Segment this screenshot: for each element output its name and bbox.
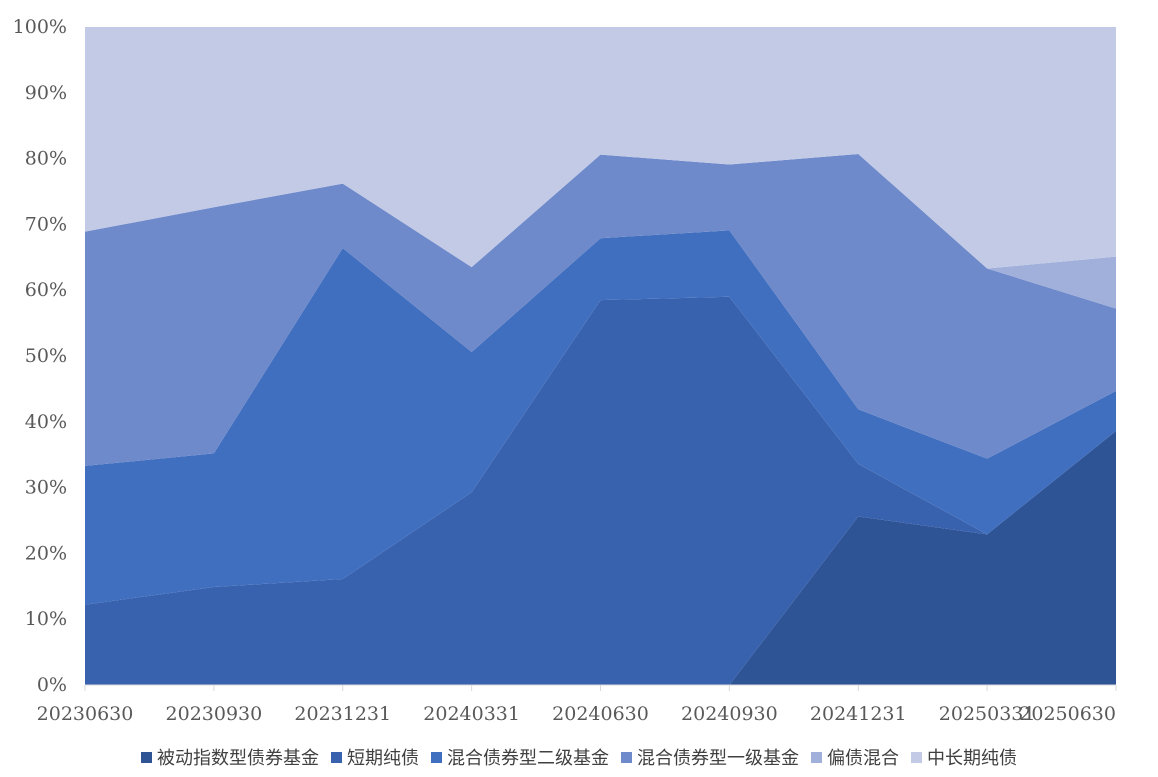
x-tick-label: 20240630	[552, 703, 649, 725]
legend-swatch	[911, 751, 922, 763]
legend-label: 中长期纯债	[927, 748, 1017, 769]
chart-axes: 0% 10% 20% 30% 40% 50% 60% 70% 80% 90% 100% 2023063…	[13, 16, 1117, 725]
legend-item: 短期纯债	[331, 744, 419, 770]
y-tick-label: 50%	[25, 345, 67, 367]
legend-swatch	[621, 751, 632, 763]
legend-item: 被动指数型债券基金	[141, 744, 319, 770]
x-tick-label: 20231231	[294, 703, 391, 725]
legend-label: 短期纯债	[347, 748, 419, 769]
legend-label: 混合债券型一级基金	[637, 748, 799, 769]
legend-label: 混合债券型二级基金	[447, 748, 609, 769]
x-tick-label: 20240930	[681, 703, 778, 725]
chart-areas	[85, 27, 1116, 685]
y-tick-label: 80%	[25, 148, 67, 170]
legend-item: 混合债券型一级基金	[621, 744, 799, 770]
y-tick-label: 0%	[37, 674, 67, 696]
y-tick-label: 100%	[13, 16, 67, 38]
y-tick-label: 40%	[25, 411, 67, 433]
y-tick-label: 90%	[25, 82, 67, 104]
x-tick-label: 20240331	[423, 703, 520, 725]
x-tick-label: 20230630	[37, 703, 134, 725]
area-series-4	[85, 153, 1116, 466]
x-tick-label: 20230930	[166, 703, 263, 725]
area-series-6	[85, 27, 1116, 269]
legend-item: 混合债券型二级基金	[431, 744, 609, 770]
y-tick-label: 60%	[25, 279, 67, 301]
stacked-area-chart: 0% 10% 20% 30% 40% 50% 60% 70% 80% 90% 100% 2023063…	[13, 16, 1117, 725]
area-series-3	[85, 230, 1116, 605]
area-series-1	[85, 431, 1116, 685]
x-tick-label: 20250630	[1019, 703, 1116, 725]
y-tick-label: 70%	[25, 213, 67, 235]
legend-label: 被动指数型债券基金	[157, 748, 319, 769]
chart-legend: 被动指数型债券基金 短期纯债 混合债券型二级基金 混合债券型一级基金 偏债混合 中长期纯债	[0, 740, 1158, 774]
legend-item: 中长期纯债	[911, 744, 1017, 770]
legend-label: 偏债混合	[827, 748, 899, 769]
x-tick-label: 20250331	[939, 703, 1036, 725]
y-tick-label: 30%	[25, 477, 67, 499]
legend-swatch	[141, 751, 152, 763]
legend-swatch	[431, 751, 442, 763]
y-tick-label: 20%	[25, 542, 67, 564]
legend-swatch	[331, 751, 342, 763]
legend-swatch	[811, 751, 822, 763]
y-tick-label: 10%	[25, 608, 67, 630]
legend-item: 偏债混合	[811, 744, 899, 770]
area-series-2	[85, 296, 1116, 685]
x-tick-label: 20241231	[810, 703, 907, 725]
